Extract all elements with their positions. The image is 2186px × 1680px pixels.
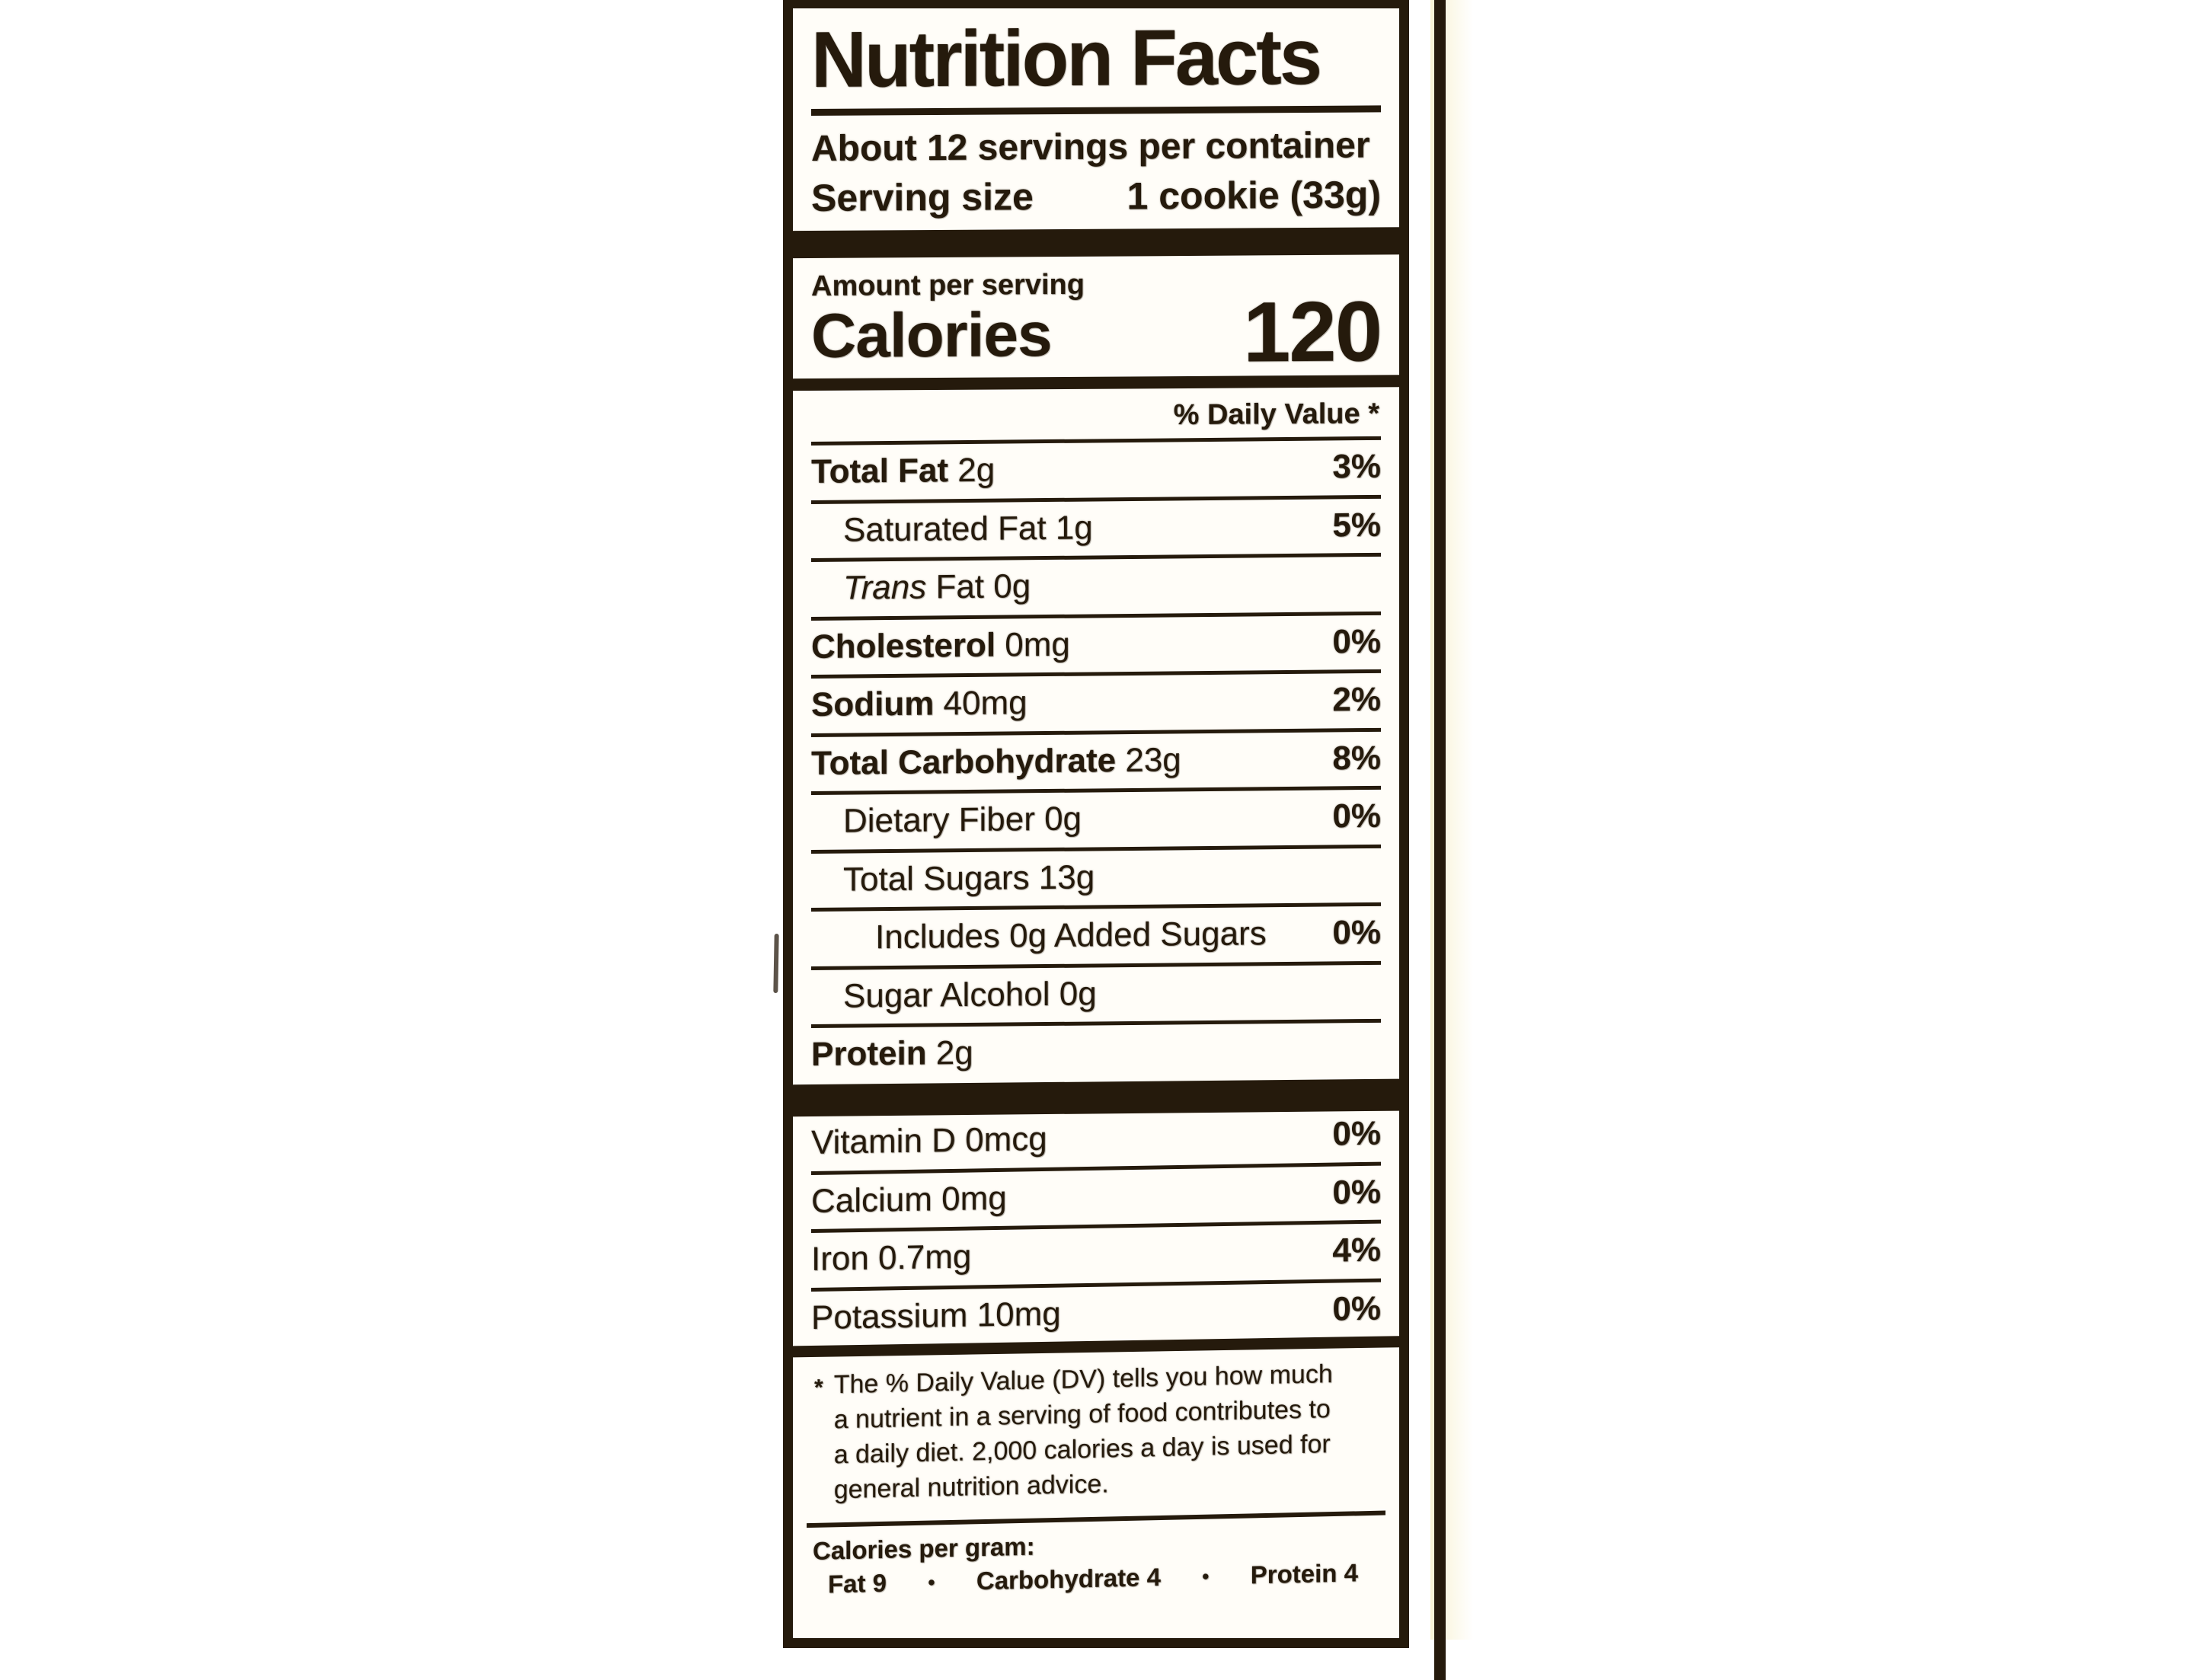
footnote-marker: * (814, 1368, 823, 1508)
nutrient-name: Dietary Fiber 0g (811, 799, 1317, 840)
nutrient-row: Sugar Alcohol 0g (811, 961, 1381, 1025)
nutrient-daily-value: 0% (1317, 1115, 1381, 1152)
nutrient-daily-value: 3% (1317, 449, 1381, 485)
label-title: Nutrition Facts (811, 5, 1364, 100)
label-header-section: Nutrition Facts About 12 servings per co… (811, 5, 1381, 442)
footnote-text: The % Daily Value (DV) tells you how muc… (834, 1356, 1352, 1507)
serving-size-value: 1 cookie (33g) (1127, 172, 1381, 218)
nutrient-daily-value: 0% (1317, 624, 1381, 660)
nutrient-name: Potassium 10mg (811, 1291, 1317, 1336)
servings-per-container: About 12 servings per container (811, 124, 1381, 170)
calories-row: Calories 120 (811, 295, 1381, 371)
cpg-item: Carbohydrate 4 (976, 1563, 1161, 1595)
nutrient-daily-value: 8% (1317, 740, 1381, 777)
nutrient-daily-value: 0% (1317, 1290, 1381, 1327)
daily-value-footnote: * The % Daily Value (DV) tells you how m… (811, 1345, 1381, 1516)
nutrient-daily-value: 4% (1317, 1231, 1381, 1269)
nutrient-name: Iron 0.7mg (811, 1233, 1317, 1278)
nutrient-row: Protein 2g (811, 1019, 1381, 1083)
serving-size-label: Serving size (811, 174, 1034, 220)
nutrient-row: Total Sugars 13g (811, 845, 1381, 909)
nutrient-name: Sodium 40mg (811, 682, 1317, 723)
calories-per-gram-values: Fat 9 • Carbohydrate 4 • Protein 4 (813, 1558, 1379, 1599)
footer-section: * The % Daily Value (DV) tells you how m… (811, 1345, 1381, 1599)
nutrient-name: Trans Fat 0g (811, 565, 1366, 607)
nutrient-name: Sugar Alcohol 0g (811, 973, 1366, 1015)
nutrient-daily-value: 5% (1317, 507, 1381, 544)
nutrient-row: Trans Fat 0g (811, 553, 1381, 617)
calories-per-gram: Calories per gram: Fat 9•Carbohydrate 4•… (811, 1516, 1381, 1599)
nutrient-name: Total Fat 2g (811, 449, 1317, 490)
cpg-separator: • (1202, 1564, 1209, 1588)
thick-divider (793, 227, 1399, 258)
nutrient-daily-value: 0% (1317, 1174, 1381, 1211)
nutrient-name: Cholesterol 0mg (811, 624, 1317, 665)
cpg-item: Protein 4 (1251, 1558, 1358, 1589)
nutrient-daily-value: 2% (1317, 682, 1381, 718)
nutrient-name: Includes 0g Added Sugars (811, 915, 1317, 957)
nutrition-label-panel: Nutrition Facts About 12 servings per co… (783, 0, 1409, 1648)
nutrient-name: Protein 2g (811, 1031, 1366, 1073)
daily-value-header: % Daily Value * (811, 388, 1381, 442)
nutrient-daily-value: 0% (1317, 915, 1381, 951)
nutrient-name: Vitamin D 0mcg (811, 1116, 1317, 1161)
nutrient-name: Saturated Fat 1g (811, 507, 1317, 548)
calories-value: 120 (1243, 295, 1381, 368)
nutrient-name: Total Sugars 13g (811, 857, 1366, 899)
nutrient-name: Total Carbohydrate 23g (811, 740, 1317, 781)
nutrient-daily-value: 0% (1317, 798, 1381, 835)
nutrient-name: Calcium 0mg (811, 1174, 1317, 1219)
serving-size-row: Serving size 1 cookie (33g) (811, 172, 1381, 220)
calories-label: Calories (811, 301, 1052, 371)
cpg-separator: • (928, 1570, 935, 1594)
cpg-item: Fat 9 (828, 1569, 887, 1599)
photo-artifact-mark (773, 934, 778, 993)
title-divider (811, 105, 1381, 116)
nutrition-label: Nutrition Facts About 12 servings per co… (783, 0, 1446, 1680)
